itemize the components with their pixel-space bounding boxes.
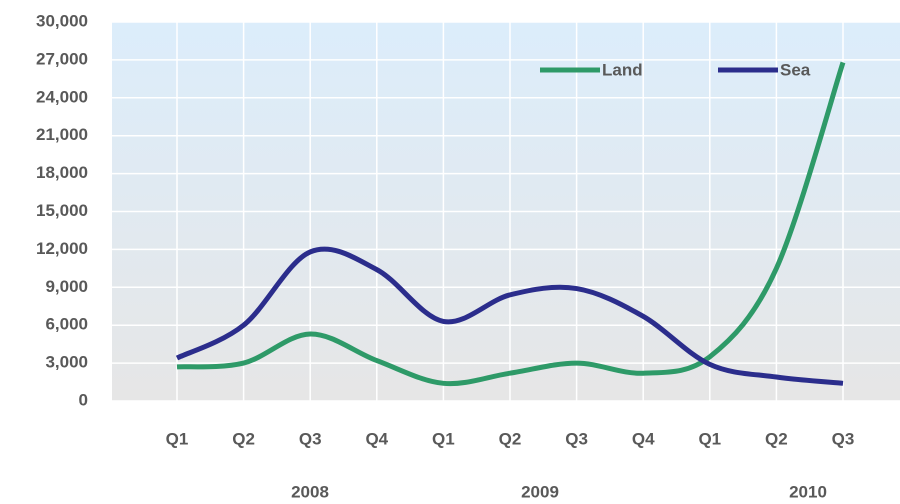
group-label: 2009 <box>521 482 559 501</box>
y-tick-label: 30,000 <box>36 11 88 30</box>
x-tick-label: Q3 <box>299 429 322 448</box>
group-label: 2008 <box>291 482 329 501</box>
y-tick-label: 15,000 <box>36 201 88 220</box>
y-tick-label: 6,000 <box>45 315 88 334</box>
y-tick-label: 24,000 <box>36 87 88 106</box>
x-tick-label: Q2 <box>765 429 788 448</box>
y-tick-label: 9,000 <box>45 277 88 296</box>
y-tick-label: 0 <box>79 390 88 409</box>
legend-label: Sea <box>780 60 811 79</box>
y-tick-label: 27,000 <box>36 49 88 68</box>
x-tick-label: Q2 <box>232 429 255 448</box>
y-tick-label: 21,000 <box>36 125 88 144</box>
y-tick-label: 3,000 <box>45 353 88 372</box>
line <box>175 246 844 386</box>
x-tick-label: Q4 <box>632 429 655 448</box>
x-tick-label: Q1 <box>432 429 455 448</box>
legend-label: Land <box>602 60 643 79</box>
line <box>176 61 846 387</box>
x-tick-label: Q4 <box>365 429 388 448</box>
x-tick-label: Q3 <box>565 429 588 448</box>
x-tick-label: Q3 <box>832 429 855 448</box>
x-tick-label: Q1 <box>166 429 189 448</box>
x-tick-label: Q1 <box>698 429 721 448</box>
y-tick-label: 18,000 <box>36 163 88 182</box>
y-tick-label: 12,000 <box>36 239 88 258</box>
x-tick-label: Q2 <box>499 429 522 448</box>
group-label: 2010 <box>789 482 827 501</box>
